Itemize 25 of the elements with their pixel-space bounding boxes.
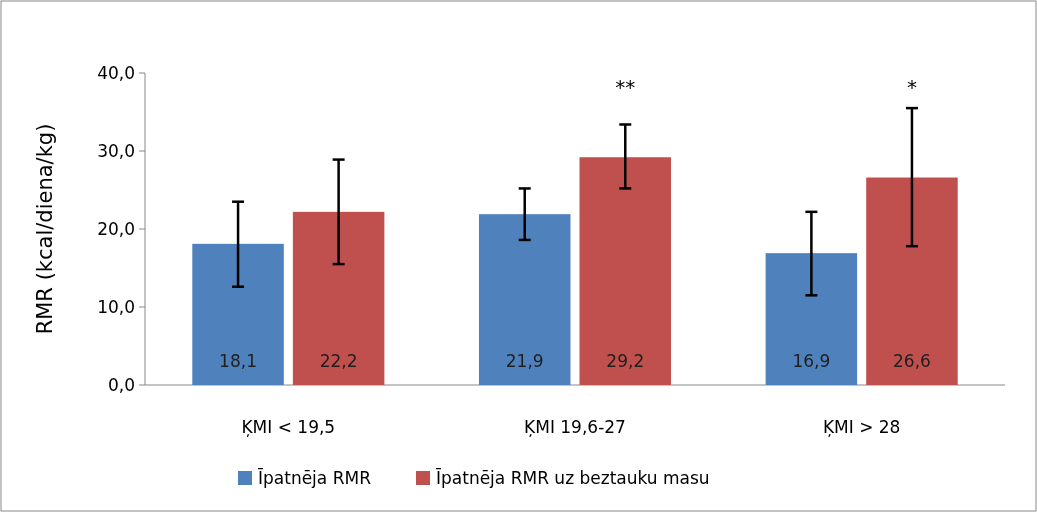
- y-tick-label: 30,0: [97, 140, 135, 161]
- x-tick-label: ĶMI 19,6-27: [524, 417, 626, 437]
- annotation: *: [906, 75, 917, 99]
- bar: [478, 214, 571, 385]
- x-tick-label: ĶMI > 28: [822, 417, 901, 437]
- bar: [292, 211, 385, 385]
- legend-label: Īpatnēja RMR uz beztauku masu: [436, 466, 710, 488]
- bar: [579, 157, 672, 385]
- data-label: 29,2: [606, 351, 645, 371]
- data-label: 16,9: [792, 351, 831, 371]
- data-label: 18,1: [219, 351, 257, 371]
- data-label: 21,9: [505, 351, 544, 371]
- bar: [765, 253, 858, 385]
- annotation: **: [615, 75, 636, 99]
- x-tick-label: ĶMI < 19,5: [241, 417, 336, 437]
- y-tick-label: 20,0: [97, 218, 135, 239]
- y-axis-title: RMR (kcal/diena/kg): [33, 123, 57, 335]
- bar: [192, 243, 284, 385]
- legend-label: Īpatnēja RMR: [258, 466, 372, 488]
- data-label: 26,6: [893, 351, 931, 371]
- y-tick-label: 10,0: [97, 296, 135, 317]
- y-tick-label: 0,0: [107, 374, 135, 395]
- y-tick-label: 40,0: [97, 62, 135, 83]
- bar: [866, 177, 958, 385]
- data-label: 22,2: [319, 351, 358, 371]
